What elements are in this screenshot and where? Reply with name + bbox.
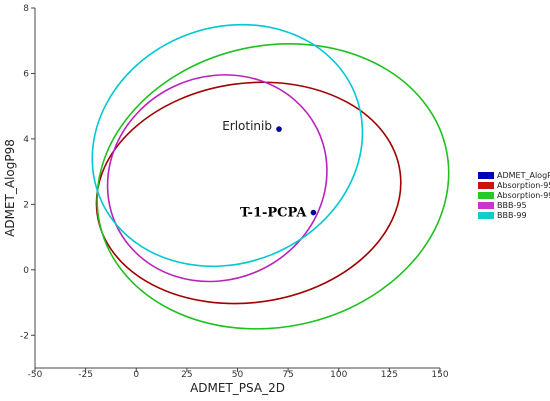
y-axis-label: ADMET_AlogP98 (3, 139, 17, 237)
x-axis-label: ADMET_PSA_2D (190, 381, 285, 395)
point-label: Erlotinib (222, 119, 272, 133)
x-tick-label: -25 (78, 370, 93, 380)
data-points: Erlotinib T-1-PCPA (222, 119, 317, 221)
x-tick-label: 25 (181, 370, 192, 380)
data-point (310, 209, 317, 216)
y-tick-label: 6 (23, 69, 29, 79)
x-tick-label: 150 (431, 370, 448, 380)
x-tick-label: 50 (232, 370, 244, 380)
y-tick-label: 0 (23, 266, 29, 276)
legend-label: ADMET_AlogP98 (497, 171, 550, 180)
legend-swatch (478, 182, 494, 189)
legend-swatch (478, 212, 494, 219)
y-tick-label: 2 (23, 200, 29, 210)
data-point (276, 126, 282, 132)
x-tick-label: 100 (330, 370, 347, 380)
axes: -50 -25 0 25 50 75 100 125 150 -2 0 2 4 6 8 (20, 4, 449, 380)
x-tick-label: -50 (28, 370, 43, 380)
point-label: T-1-PCPA (240, 206, 307, 221)
y-tick-label: 8 (23, 4, 29, 14)
legend-swatch (478, 192, 494, 199)
legend-swatch (478, 202, 494, 209)
ellipse-absorption-95 (95, 81, 402, 305)
ellipse-absorption-99 (96, 43, 450, 330)
x-tick-label: 75 (282, 370, 293, 380)
legend-label: BBB-99 (497, 211, 527, 220)
legend: ADMET_AlogP98Absorption-95Absorption-99B… (478, 171, 550, 220)
y-tick-label: 4 (23, 135, 29, 145)
ellipse-bbb-95 (106, 74, 328, 283)
legend-label: BBB-95 (497, 201, 527, 210)
y-tick-label: -2 (20, 331, 29, 341)
x-tick-label: 125 (381, 370, 398, 380)
legend-label: Absorption-99 (497, 191, 550, 200)
x-tick-label: 0 (133, 370, 139, 380)
ellipse-bbb-99 (91, 23, 364, 268)
legend-swatch (478, 172, 494, 179)
confidence-ellipses (91, 23, 450, 330)
legend-label: Absorption-95 (497, 181, 550, 190)
